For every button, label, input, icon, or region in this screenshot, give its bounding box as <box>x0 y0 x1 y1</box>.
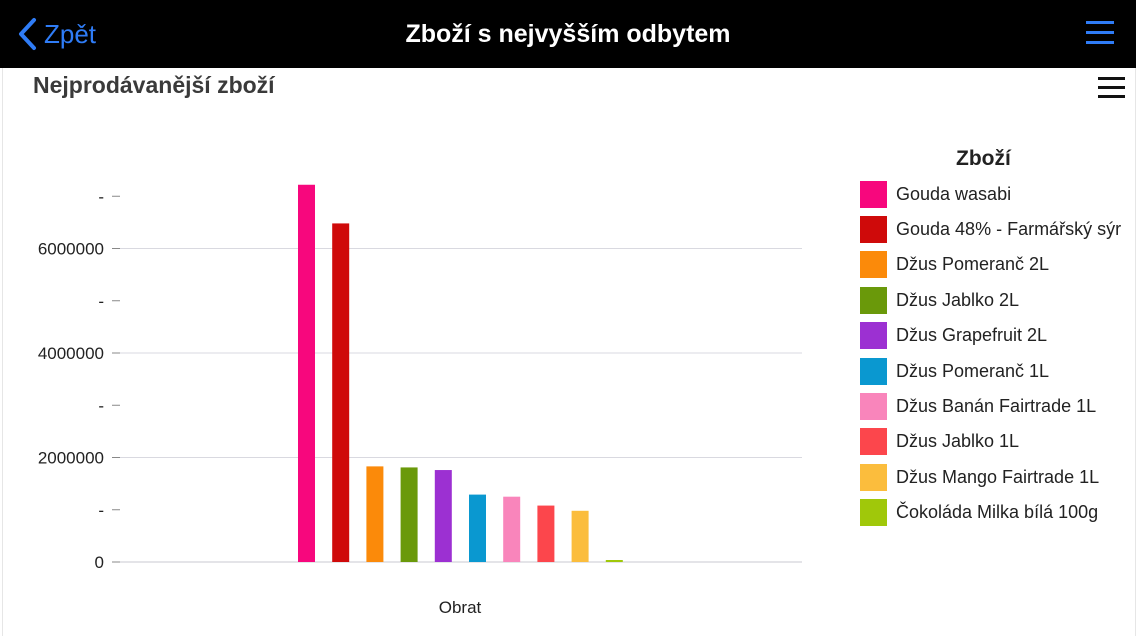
chart-container <box>2 68 1136 636</box>
legend-item[interactable]: Džus Mango Fairtrade 1L <box>860 463 1099 491</box>
legend-swatch <box>860 251 887 279</box>
bar <box>400 467 418 562</box>
bar <box>366 466 384 562</box>
legend-swatch <box>860 463 887 491</box>
legend-label: Džus Mango Fairtrade 1L <box>896 466 1100 487</box>
y-tick-label: - <box>98 187 104 206</box>
x-axis-label: Obrat <box>439 598 482 617</box>
legend-swatch <box>860 286 887 314</box>
chart-menu-button[interactable] <box>1098 76 1126 100</box>
legend-item[interactable]: Džus Pomeranč 2L <box>860 251 1049 279</box>
bar <box>571 510 589 562</box>
back-button[interactable]: Zpět <box>16 14 96 54</box>
legend-label: Džus Jablko 2L <box>896 289 1020 310</box>
legend-swatch <box>860 357 887 385</box>
legend-label: Gouda 48% - Farmářský sýr <box>896 218 1122 239</box>
legend-swatch <box>860 215 887 243</box>
legend-swatch <box>860 392 887 420</box>
y-tick-label: 2000000 <box>38 449 104 468</box>
legend-item[interactable]: Gouda wasabi <box>860 180 1011 208</box>
legend-label: Čokoláda Milka bílá 100g <box>896 502 1099 523</box>
legend-item[interactable]: Džus Jablko 1L <box>860 428 1019 456</box>
legend-swatch <box>860 180 887 208</box>
chart-title: Nejprodávanější zboží <box>33 72 275 98</box>
legend-label: Džus Pomeranč 2L <box>896 254 1050 275</box>
legend-label: Džus Jablko 1L <box>896 431 1020 452</box>
y-tick-label: - <box>98 501 104 520</box>
legend-item[interactable]: Džus Jablko 2L <box>860 286 1019 314</box>
legend-swatch <box>860 499 887 527</box>
bar <box>605 560 623 562</box>
legend-title: Zboží <box>956 147 1011 170</box>
chevron-left-icon <box>16 17 38 51</box>
legend-item[interactable]: Džus Pomeranč 1L <box>860 357 1049 385</box>
bar <box>332 223 350 563</box>
y-tick-label: 6000000 <box>38 240 104 259</box>
legend-label: Gouda wasabi <box>896 183 1012 204</box>
hamburger-menu-icon <box>1098 77 1126 104</box>
legend-item[interactable]: Gouda 48% - Farmářský sýr <box>860 215 1121 243</box>
legend-label: Džus Banán Fairtrade 1L <box>896 395 1097 416</box>
bar <box>469 494 486 562</box>
back-button-label: Zpět <box>44 19 97 49</box>
legend-swatch <box>860 428 887 456</box>
legend-swatch <box>860 322 887 350</box>
y-tick-label: - <box>98 292 104 311</box>
bar <box>537 505 555 562</box>
hamburger-menu-icon <box>1086 21 1116 51</box>
legend-label: Džus Grapefruit 2L <box>896 325 1048 346</box>
y-tick-label: 0 <box>95 553 104 572</box>
legend-label: Džus Pomeranč 1L <box>896 360 1050 381</box>
y-tick-label: - <box>98 396 104 415</box>
legend-item[interactable]: Džus Banán Fairtrade 1L <box>860 392 1096 420</box>
y-tick-label: 4000000 <box>38 344 104 363</box>
bar <box>434 470 452 562</box>
bar <box>503 496 521 562</box>
legend-item[interactable]: Čokoláda Milka bílá 100g <box>860 499 1098 527</box>
bar <box>298 184 315 562</box>
nav-menu-button[interactable] <box>1086 19 1116 47</box>
legend-item[interactable]: Džus Grapefruit 2L <box>860 322 1047 350</box>
